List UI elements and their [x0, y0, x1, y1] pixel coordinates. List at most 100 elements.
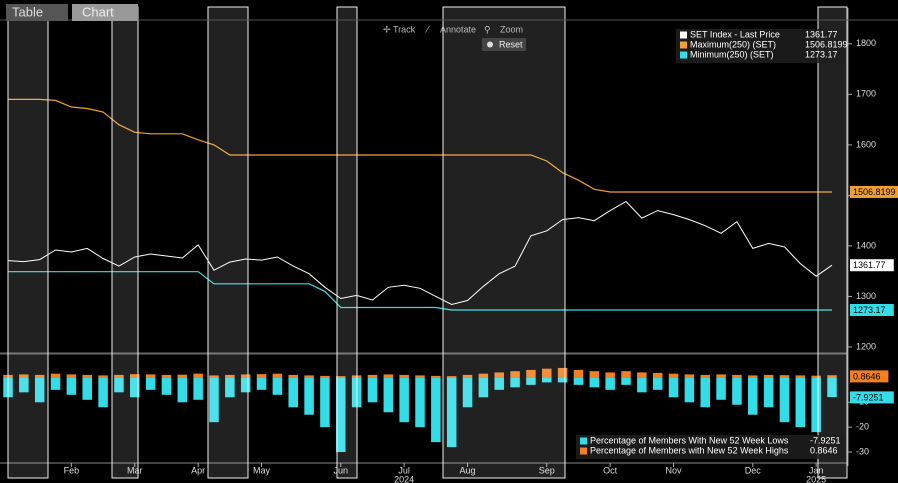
highlight-region [336, 6, 358, 479]
bar [621, 371, 631, 378]
bar [668, 377, 679, 398]
bar [130, 374, 140, 378]
legend-swatch [580, 447, 587, 455]
value-tag-label: 0.8646 [853, 371, 881, 381]
overlay-layer: 1361.771506.81991273.17-7.92510.8646SET … [576, 29, 898, 459]
bar [652, 372, 663, 378]
y-tick-label: 1300 [856, 291, 876, 301]
x-tick-label: Nov [666, 465, 683, 475]
bar [526, 369, 536, 378]
bar [304, 375, 314, 378]
bar [240, 377, 251, 393]
bar [50, 377, 61, 390]
y-tick-label: 1200 [856, 341, 876, 351]
bar [19, 377, 29, 393]
bar [652, 377, 663, 390]
tab-table[interactable] [6, 4, 68, 21]
bar [462, 374, 473, 378]
bar [431, 377, 441, 443]
bar [161, 377, 172, 395]
bar [700, 374, 710, 378]
bar [542, 377, 552, 383]
bar [637, 377, 647, 393]
bar [510, 371, 520, 378]
bar [383, 374, 394, 378]
bar [763, 377, 774, 408]
highlight-region [207, 6, 249, 479]
reset-label[interactable]: Reset [499, 39, 523, 49]
series-line [8, 271, 832, 311]
tool-zoom[interactable]: Zoom [500, 24, 523, 34]
bar [272, 373, 283, 378]
bar [383, 377, 394, 413]
bar [557, 367, 568, 378]
bar [130, 377, 140, 398]
bar [114, 374, 124, 378]
bar [811, 375, 821, 378]
bar [225, 377, 235, 398]
x-tick-label: Mar [127, 465, 143, 475]
legend-box [676, 29, 845, 63]
highlight-region [111, 6, 139, 479]
bar [478, 373, 489, 378]
tool-icon: ⁄ [425, 24, 430, 34]
bar [288, 374, 298, 378]
bar [732, 377, 742, 405]
value-tag [850, 303, 894, 316]
bar [510, 377, 520, 388]
bar [700, 377, 710, 408]
legend-box [576, 435, 845, 459]
bar [811, 377, 821, 433]
bar [637, 372, 647, 378]
x-tick-label: May [253, 465, 271, 475]
tool-track[interactable]: Track [393, 24, 416, 34]
bar [177, 377, 188, 403]
y-tick-label: 1700 [856, 89, 876, 99]
bar [716, 377, 726, 400]
legend-value: 1361.77 [805, 29, 838, 39]
bar [34, 374, 45, 378]
tab-chart[interactable] [72, 4, 138, 21]
bar [795, 377, 806, 428]
bar [716, 374, 726, 378]
bar [288, 377, 298, 408]
value-tag-label: 1506.8199 [853, 187, 896, 197]
bar [367, 377, 378, 403]
bar [589, 377, 600, 388]
bar [34, 377, 45, 403]
legend-value: 1506.8199 [805, 39, 848, 49]
y-tick-label: -30 [856, 446, 869, 456]
bar [225, 374, 235, 378]
legend-value: 1273.17 [805, 49, 838, 59]
bar [478, 377, 489, 398]
bar [304, 377, 314, 415]
bar [605, 372, 615, 378]
bar [446, 376, 457, 378]
bar [209, 375, 219, 378]
year-label: 2025 [806, 474, 826, 483]
tool-icon: ⚲ [484, 24, 491, 34]
reset-icon [487, 41, 493, 48]
bar [98, 375, 108, 378]
bar [114, 377, 124, 393]
highlight-region [442, 6, 566, 479]
legend-value: -7.9251 [810, 435, 841, 445]
bar [573, 369, 584, 378]
tool-annotate[interactable]: Annotate [440, 24, 476, 34]
year-label: 2024 [394, 474, 414, 483]
bar [542, 368, 552, 378]
bar [779, 377, 790, 423]
bar [272, 377, 283, 395]
tab-label[interactable]: Chart [82, 4, 114, 19]
reset-button[interactable] [482, 38, 526, 51]
bar [50, 373, 61, 378]
tab-label[interactable]: Table [12, 4, 43, 19]
bar [66, 374, 77, 378]
highlight-region [7, 6, 49, 479]
bar [573, 377, 584, 385]
value-tag-label: 1273.17 [853, 305, 886, 315]
bar [431, 375, 441, 378]
bar [82, 377, 92, 400]
tool-icon: ✢ [383, 24, 391, 34]
